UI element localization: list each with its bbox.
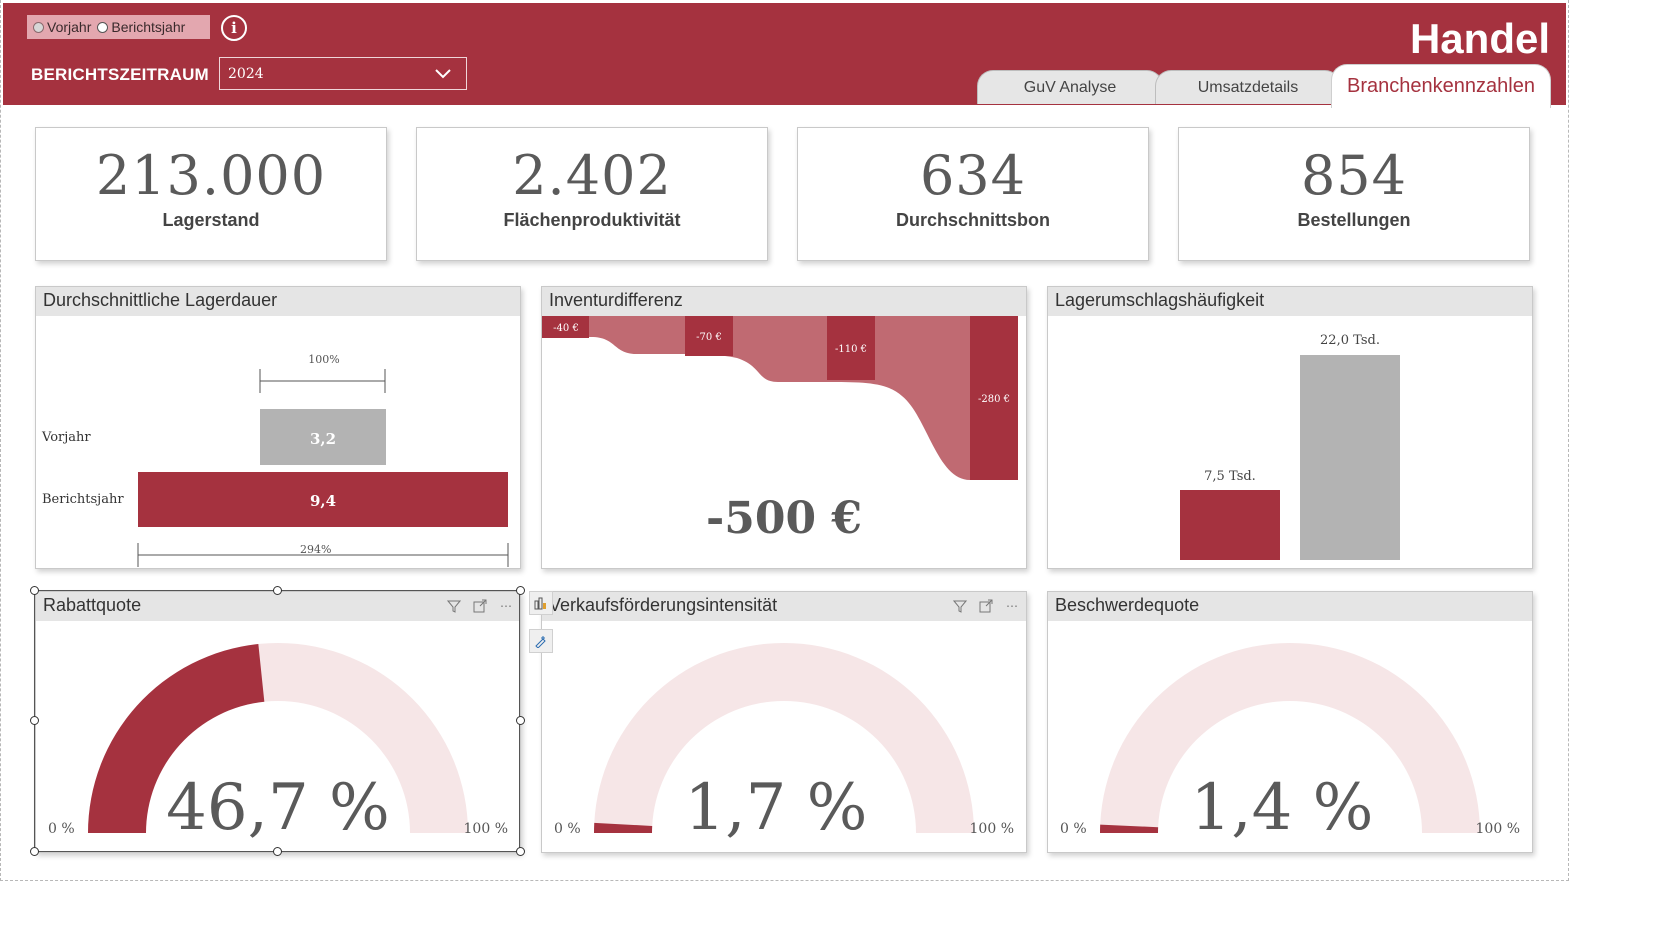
gauge-background-arc	[1100, 643, 1480, 833]
inventur-total: -500 €	[706, 493, 862, 544]
panel-title: Lagerumschlagshäufigkeit	[1048, 287, 1532, 316]
panel-title: Rabattquote	[36, 592, 520, 621]
kpi-card-lagerstand[interactable]: 213.000 Lagerstand	[35, 127, 387, 261]
gauge-min-label: 0 %	[48, 821, 75, 837]
panel-beschwerdequote[interactable]: Beschwerdequote 1,4 % 0 % 100 %	[1047, 591, 1533, 853]
tab-umsatzdetails[interactable]: Umsatzdetails	[1155, 70, 1341, 104]
tab-branchenkennzahlen[interactable]: Branchenkennzahlen	[1331, 64, 1551, 108]
kpi-card-durchschnittsbon[interactable]: 634 Durchschnittsbon	[797, 127, 1149, 261]
period-label: BERICHTSZEITRAUM	[31, 65, 209, 84]
step-label: -70 €	[696, 332, 722, 343]
pct-label-bottom-text: 294%	[300, 543, 332, 556]
bar-vorjahr	[260, 409, 386, 465]
gauge-value-arc	[88, 644, 265, 833]
kpi-value: 2.402	[512, 144, 672, 207]
panel-lagerumschlag[interactable]: Lagerumschlagshäufigkeit 7,5 Tsd. 22,0 T…	[1047, 286, 1533, 569]
panel-title: Verkaufsförderungsintensität	[542, 592, 1026, 621]
waterfall-step-3	[827, 316, 875, 380]
gauge-chart: 1,7 % 0 % 100 %	[554, 643, 1014, 845]
kpi-label: Durchschnittsbon	[895, 210, 1050, 230]
gauge-value-arc	[594, 822, 653, 833]
bar-value-berichtsjahr: 9,4	[310, 492, 336, 510]
format-visual-icon[interactable]	[529, 629, 553, 653]
kpi-card-flaechenproduktivitaet[interactable]: 2.402 Flächenproduktivität	[416, 127, 768, 261]
row-label-vorjahr: Vorjahr	[41, 430, 91, 445]
gauge-value: 1,4 %	[1191, 771, 1374, 845]
visual-header-icons: ⋯	[444, 596, 516, 616]
panel-title: Beschwerdequote	[1048, 592, 1532, 621]
kpi-value: 213.000	[95, 144, 327, 207]
step-label: -40 €	[553, 323, 579, 334]
gauge-max-label: 100 %	[464, 821, 508, 837]
gauge-chart: 1,4 % 0 % 100 %	[1060, 643, 1520, 845]
kpi-label: Lagerstand	[162, 210, 260, 230]
resize-handle[interactable]	[516, 586, 525, 595]
gauge-max-label: 100 %	[1476, 821, 1520, 837]
tab-guv-analyse[interactable]: GuV Analyse	[977, 70, 1163, 104]
panel-lagerdauer[interactable]: Durchschnittliche Lagerdauer 100% Vorjah…	[35, 286, 521, 569]
focus-mode-icon[interactable]	[976, 596, 996, 616]
resize-handle[interactable]	[30, 716, 39, 725]
lagerdauer-chart: 100% Vorjahr 3,2 Berichtsjahr 9,4 294%	[41, 353, 509, 567]
filter-icon[interactable]	[444, 596, 464, 616]
inventur-chart: -40 € -70 € -110 € -280 € -500 €	[542, 316, 1018, 544]
lagerumschlag-chart: 7,5 Tsd. 22,0 Tsd.	[1180, 333, 1400, 560]
toggle-option-berichtsjahr[interactable]: Berichtsjahr	[97, 19, 185, 35]
radio-icon	[33, 21, 44, 33]
info-icon[interactable]: i	[221, 15, 247, 41]
panel-inventurdifferenz[interactable]: Inventurdifferenz -40 € -70 € -110 € -28…	[541, 286, 1027, 569]
pct-label-top: 100%	[308, 353, 339, 366]
waterfall-step-4	[970, 316, 1018, 480]
kpi-label: Bestellungen	[1297, 210, 1411, 230]
resize-handle[interactable]	[273, 847, 282, 856]
radio-icon	[97, 21, 109, 33]
more-options-icon[interactable]: ⋯	[1006, 599, 1018, 613]
more-options-icon[interactable]: ⋯	[500, 599, 512, 613]
gauge-chart: 46,7 % 0 % 100 %	[48, 643, 508, 845]
gauge-min-label: 0 %	[1060, 821, 1087, 837]
gauge-value-arc	[1100, 824, 1159, 833]
bar-vorjahr	[1300, 355, 1400, 560]
panel-title: Durchschnittliche Lagerdauer	[36, 287, 520, 316]
panel-rabattquote[interactable]: Rabattquote ⋯ 46,7 % 0 % 100 %	[35, 591, 521, 853]
kpi-label: Flächenproduktivität	[503, 210, 681, 230]
gauge-value: 1,7 %	[685, 771, 868, 845]
resize-handle[interactable]	[30, 847, 39, 856]
resize-handle[interactable]	[516, 847, 525, 856]
filter-icon[interactable]	[950, 596, 970, 616]
period-dropdown[interactable]: 2024	[219, 57, 467, 90]
gauge-background-arc	[594, 643, 974, 833]
waterfall-step-2	[685, 316, 733, 356]
gauge-max-label: 100 %	[970, 821, 1014, 837]
gauge-value: 46,7 %	[166, 771, 390, 845]
bar-value-vorjahr: 3,2	[310, 430, 336, 448]
resize-handle[interactable]	[273, 586, 282, 595]
page-title: Handel	[1409, 15, 1550, 62]
visual-header-icons: ⋯	[950, 596, 1022, 616]
toggle-option-vorjahr[interactable]: Vorjahr	[33, 19, 91, 35]
panel-title: Inventurdifferenz	[542, 287, 1026, 316]
bar-data-label: 22,0 Tsd.	[1320, 333, 1380, 348]
chevron-down-icon	[435, 69, 451, 79]
waterfall-flow	[542, 316, 1018, 480]
resize-handle[interactable]	[30, 586, 39, 595]
row-label-berichtsjahr: Berichtsjahr	[42, 492, 124, 507]
build-visual-icon[interactable]	[529, 591, 553, 615]
step-label: -110 €	[835, 344, 867, 355]
report-canvas	[0, 0, 1569, 881]
resize-handle[interactable]	[516, 716, 525, 725]
step-label: -280 €	[978, 394, 1010, 405]
bar-data-label: 7,5 Tsd.	[1204, 469, 1256, 484]
bar-berichtsjahr	[138, 472, 508, 527]
kpi-value: 634	[919, 144, 1027, 207]
year-toggle[interactable]: Vorjahr Berichtsjahr	[27, 15, 210, 39]
panel-verkaufsfoerderungsintensitaet[interactable]: Verkaufsförderungsintensität ⋯ 1,7 % 0 %…	[541, 591, 1027, 853]
bar-berichtsjahr	[1180, 490, 1280, 560]
kpi-value: 854	[1300, 144, 1408, 207]
gauge-min-label: 0 %	[554, 821, 581, 837]
kpi-card-bestellungen[interactable]: 854 Bestellungen	[1178, 127, 1530, 261]
focus-mode-icon[interactable]	[470, 596, 490, 616]
waterfall-step-1	[542, 316, 589, 338]
